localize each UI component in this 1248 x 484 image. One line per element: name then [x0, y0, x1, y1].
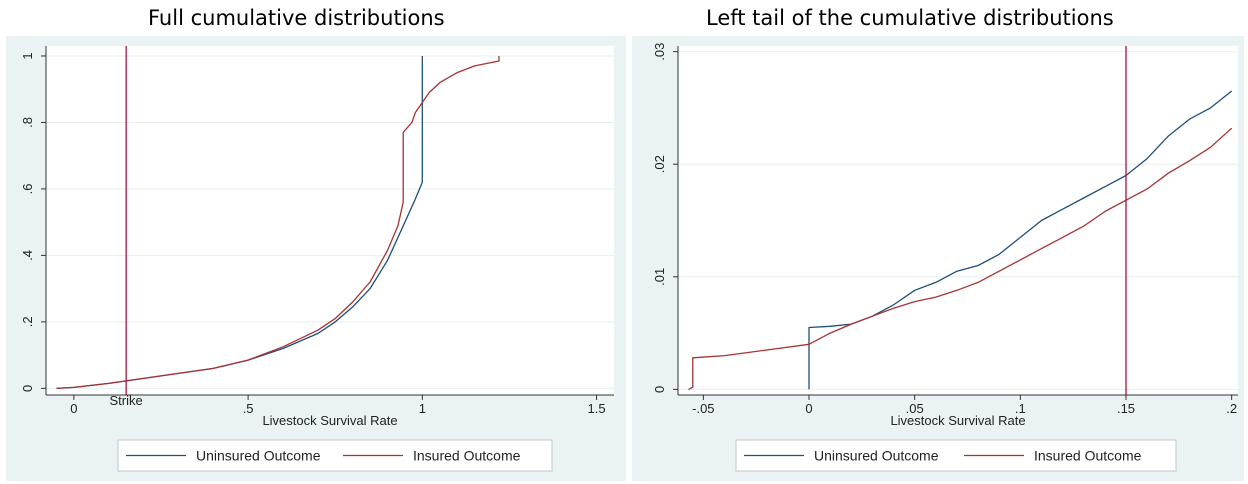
- legend-box: [735, 439, 1177, 472]
- series-line-insured: [56, 56, 500, 390]
- chart-panel-2: 0 .01 .02 .03 -.05 0 .05 .1 .15 .2 Livestock Survi…: [632, 36, 1244, 481]
- y-tick-label: .4: [20, 250, 35, 261]
- legend-label: Uninsured Outcome: [814, 448, 939, 464]
- y-tick-label: .01: [652, 268, 667, 286]
- legend-label: Insured Outcome: [413, 448, 521, 464]
- x-tick-label: -.05: [692, 401, 714, 416]
- chart-panel-1: 0 .2 .4 .6 .8 1 0 .5 1 1.5 Livestock Survival Rate…: [6, 36, 626, 481]
- legend-box: [117, 439, 553, 472]
- plot-area: [678, 46, 1238, 395]
- y-tick-label: .6: [20, 184, 35, 195]
- x-tick-label: 0: [805, 401, 812, 416]
- y-tick-label: .8: [20, 117, 35, 128]
- legend-label: Insured Outcome: [1034, 448, 1142, 464]
- chart-title-left: Full cumulative distributions: [148, 6, 445, 30]
- y-tick-label: 1: [20, 52, 35, 59]
- y-tick-label: .02: [652, 155, 667, 173]
- x-axis-title: Livestock Survival Rate: [890, 413, 1025, 428]
- plot-area: [46, 46, 614, 395]
- series-line-insured: [688, 127, 1233, 390]
- chart-title-right: Left tail of the cumulative distribution…: [706, 6, 1114, 30]
- strike-label: Strike: [110, 393, 143, 408]
- y-tick-label: .03: [652, 43, 667, 61]
- x-tick-label: .5: [243, 401, 254, 416]
- x-axis-title: Livestock Survival Rate: [262, 413, 397, 428]
- x-tick-label: 1.5: [588, 401, 606, 416]
- x-tick-label: .1: [1015, 401, 1026, 416]
- y-tick-label: .2: [20, 316, 35, 327]
- x-tick-label: .15: [1117, 401, 1135, 416]
- x-tick-label: 0: [70, 401, 77, 416]
- x-tick-label: .2: [1226, 401, 1237, 416]
- y-tick-label: 0: [652, 386, 667, 393]
- y-tick-label: 0: [20, 385, 35, 392]
- x-tick-label: 1: [419, 401, 426, 416]
- legend-label: Uninsured Outcome: [196, 448, 321, 464]
- x-tick-label: .05: [906, 401, 924, 416]
